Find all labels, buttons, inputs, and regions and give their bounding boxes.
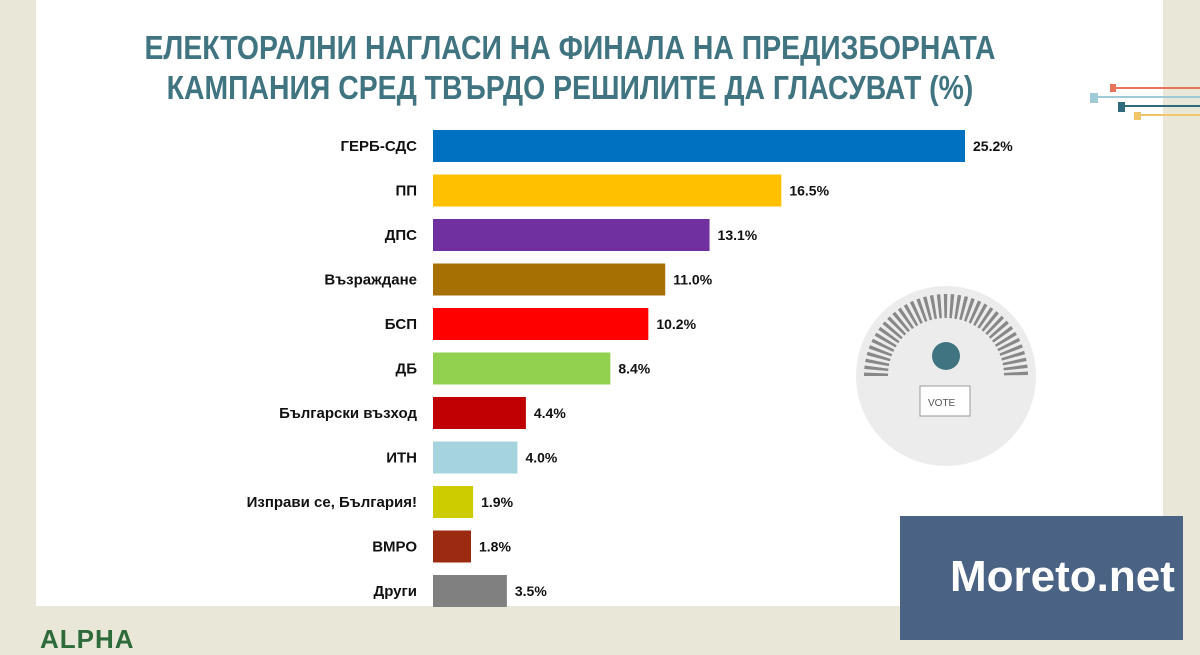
value-label: 1.9% bbox=[481, 494, 513, 510]
value-label: 4.4% bbox=[534, 405, 566, 421]
category-label: ГЕРБ-СДС bbox=[341, 138, 418, 155]
value-label: 25.2% bbox=[973, 138, 1013, 154]
bar bbox=[433, 219, 710, 251]
category-label: Други bbox=[374, 583, 417, 600]
category-label: Български възход bbox=[279, 405, 417, 422]
parliament-vote-icon: VOTE bbox=[856, 286, 1036, 466]
bar-chart: ГЕРБ-СДС 25.2% ПП 16.5% ДПС 13.1% Възраждане 11… bbox=[247, 130, 1013, 607]
category-label: ДПС bbox=[385, 227, 417, 244]
bar bbox=[433, 530, 471, 563]
category-label: БСП bbox=[385, 316, 417, 333]
title-line-2: КАМПАНИЯ СРЕД ТВЪРДО РЕШИЛИТЕ ДА ГЛАСУВА… bbox=[166, 69, 974, 106]
bar bbox=[433, 263, 666, 296]
vote-text: VOTE bbox=[928, 398, 956, 409]
chart-title: ЕЛЕКТОРАЛНИ НАГЛАСИ НА ФИНАЛА НА ПРЕДИЗБ… bbox=[80, 28, 1060, 108]
category-label: Възраждане bbox=[324, 272, 417, 289]
bar bbox=[433, 486, 474, 518]
decoration-icon bbox=[1090, 84, 1200, 120]
moreto-watermark: Moreto.net bbox=[900, 516, 1183, 640]
value-label: 4.0% bbox=[525, 450, 557, 466]
value-label: 10.2% bbox=[656, 316, 696, 332]
bar bbox=[433, 352, 611, 385]
category-label: Изправи се, България! bbox=[247, 494, 417, 511]
bar bbox=[433, 441, 518, 474]
category-label: ИТН bbox=[386, 450, 417, 467]
bar bbox=[433, 174, 782, 207]
category-label: ВМРО bbox=[372, 539, 417, 556]
alpha-logo: ALPHA bbox=[0, 606, 190, 654]
value-label: 1.8% bbox=[479, 539, 511, 555]
category-label: ПП bbox=[395, 183, 417, 200]
category-label: ДБ bbox=[396, 361, 418, 378]
title-line-1: ЕЛЕКТОРАЛНИ НАГЛАСИ НА ФИНАЛА НА ПРЕДИЗБ… bbox=[144, 29, 996, 66]
bar bbox=[433, 308, 649, 340]
value-label: 13.1% bbox=[718, 227, 758, 243]
bar bbox=[433, 397, 526, 429]
value-label: 3.5% bbox=[515, 583, 547, 599]
value-label: 8.4% bbox=[618, 361, 650, 377]
value-label: 16.5% bbox=[789, 183, 829, 199]
bar bbox=[433, 575, 507, 607]
value-label: 11.0% bbox=[673, 272, 712, 288]
bar bbox=[433, 130, 965, 162]
watermark-text: Moreto.net bbox=[950, 552, 1175, 601]
